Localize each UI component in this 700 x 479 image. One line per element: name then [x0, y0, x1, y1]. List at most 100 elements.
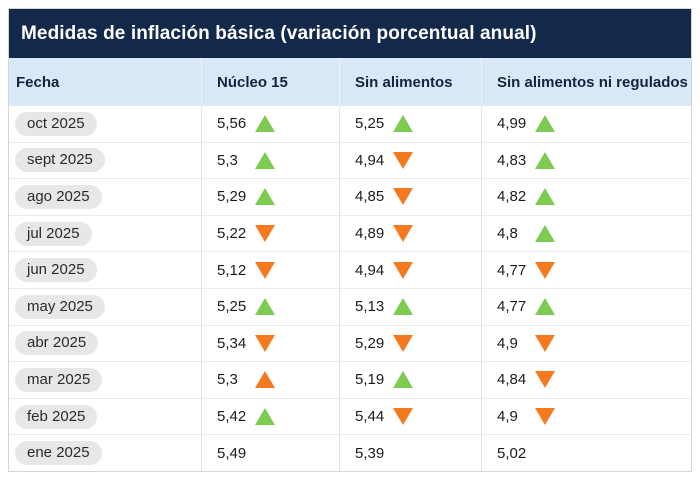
trend-down-icon — [393, 151, 413, 169]
cell-value: 5,12 — [217, 261, 247, 279]
value-cell: 5,34 — [201, 325, 339, 362]
cell-value: 4,83 — [497, 151, 527, 169]
value-cell: 4,9 — [481, 325, 691, 362]
trend-down-icon — [535, 408, 555, 426]
cell-value: 4,77 — [497, 261, 527, 279]
date-pill-label: jun 2025 — [27, 261, 85, 279]
value-cell: 4,83 — [481, 142, 691, 179]
date-cell: may 2025 — [9, 289, 201, 325]
trend-up-icon — [255, 188, 275, 206]
value-cell: 5,22 — [201, 215, 339, 252]
value-cell: 5,02 — [481, 435, 691, 471]
value-cell: 5,39 — [339, 435, 481, 471]
cell-value: 5,29 — [217, 188, 247, 206]
date-cell: mar 2025 — [9, 362, 201, 398]
value-cell: 5,29 — [201, 179, 339, 215]
value-cell: 4,77 — [481, 288, 691, 325]
date-pill: ago 2025 — [15, 184, 102, 209]
column-header-sin-alimentos-ni-regulados: Sin alimentos ni regulados — [481, 58, 691, 106]
value-cell: 4,77 — [481, 252, 691, 288]
cell-value: 5,25 — [355, 115, 385, 133]
cell-value: 5,49 — [217, 444, 247, 462]
date-cell: jul 2025 — [9, 216, 201, 252]
cell-value: 4,85 — [355, 188, 385, 206]
table-row: sept 2025 5,3 4,94 4,83 — [9, 141, 691, 179]
trend-down-icon — [255, 334, 275, 352]
page-title: Medidas de inflación básica (variación p… — [21, 22, 537, 44]
column-header-row: Fecha Núcleo 15 Sin alimentos Sin alimen… — [9, 58, 691, 106]
cell-value: 4,8 — [497, 225, 518, 243]
value-cell: 5,3 — [201, 362, 339, 398]
trend-up-icon — [255, 151, 275, 169]
value-cell: 4,9 — [481, 398, 691, 435]
date-cell: ene 2025 — [9, 435, 201, 471]
trend-up-icon — [255, 408, 275, 426]
cell-value: 5,19 — [355, 371, 385, 389]
value-cell: 4,85 — [339, 179, 481, 215]
trend-down-icon — [255, 225, 275, 243]
cell-value: 5,29 — [355, 334, 385, 352]
value-cell: 5,56 — [201, 106, 339, 142]
date-pill: oct 2025 — [15, 111, 97, 136]
date-pill-label: sept 2025 — [27, 151, 93, 169]
date-pill-label: oct 2025 — [27, 114, 85, 132]
trend-up-icon — [393, 298, 413, 316]
date-pill-label: ene 2025 — [27, 444, 90, 462]
cell-value: 4,9 — [497, 408, 518, 426]
date-pill: mar 2025 — [15, 367, 103, 392]
value-cell: 4,82 — [481, 179, 691, 215]
date-cell: jun 2025 — [9, 252, 201, 288]
trend-down-icon — [255, 261, 275, 279]
value-cell: 5,44 — [339, 398, 481, 435]
trend-up-icon — [535, 151, 555, 169]
date-pill: ene 2025 — [15, 441, 102, 466]
cell-value: 4,94 — [355, 261, 385, 279]
trend-down-icon — [393, 225, 413, 243]
trend-up-icon — [393, 371, 413, 389]
date-cell: feb 2025 — [9, 399, 201, 435]
date-pill-label: mar 2025 — [27, 370, 91, 388]
date-pill: jul 2025 — [15, 221, 92, 246]
date-pill: may 2025 — [15, 294, 105, 319]
value-cell: 5,25 — [339, 106, 481, 142]
value-cell: 4,94 — [339, 252, 481, 288]
table-row: jul 2025 5,22 4,89 4,8 — [9, 214, 691, 252]
cell-value: 5,44 — [355, 408, 385, 426]
date-pill: sept 2025 — [15, 148, 105, 173]
value-cell: 5,29 — [339, 325, 481, 362]
value-cell: 4,99 — [481, 106, 691, 142]
table-row: ago 2025 5,29 4,85 4,82 — [9, 178, 691, 215]
table-row: mar 2025 5,3 5,19 4,84 — [9, 361, 691, 398]
cell-value: 5,56 — [217, 115, 247, 133]
cell-value: 5,02 — [497, 444, 527, 462]
date-pill-label: abr 2025 — [27, 334, 87, 352]
value-cell: 4,94 — [339, 142, 481, 179]
cell-value: 4,99 — [497, 115, 527, 133]
date-pill-label: jul 2025 — [27, 224, 80, 242]
value-cell: 5,42 — [201, 398, 339, 435]
cell-value: 4,89 — [355, 225, 385, 243]
title-bar: Medidas de inflación básica (variación p… — [9, 9, 691, 58]
value-cell: 4,8 — [481, 215, 691, 252]
date-pill-label: feb 2025 — [27, 407, 86, 425]
date-cell: abr 2025 — [9, 326, 201, 362]
table-row: oct 2025 5,56 5,25 4,99 — [9, 106, 691, 142]
date-pill: abr 2025 — [15, 331, 99, 356]
cell-value: 5,42 — [217, 408, 247, 426]
trend-up-icon — [535, 188, 555, 206]
trend-down-icon — [393, 188, 413, 206]
cell-value: 5,13 — [355, 298, 385, 316]
value-cell: 4,89 — [339, 215, 481, 252]
column-header-nucleo-15: Núcleo 15 — [201, 58, 339, 106]
table-row: abr 2025 5,34 5,29 4,9 — [9, 324, 691, 362]
table-row: feb 2025 5,42 5,44 4,9 — [9, 397, 691, 435]
trend-up-icon — [393, 115, 413, 133]
cell-value: 5,22 — [217, 225, 247, 243]
table-row: may 2025 5,25 5,13 4,77 — [9, 287, 691, 325]
column-header-sin-alimentos: Sin alimentos — [339, 58, 481, 106]
trend-down-icon — [393, 261, 413, 279]
cell-value: 5,39 — [355, 444, 385, 462]
date-pill-label: may 2025 — [27, 297, 93, 315]
trend-up-icon — [255, 298, 275, 316]
value-cell: 5,13 — [339, 288, 481, 325]
